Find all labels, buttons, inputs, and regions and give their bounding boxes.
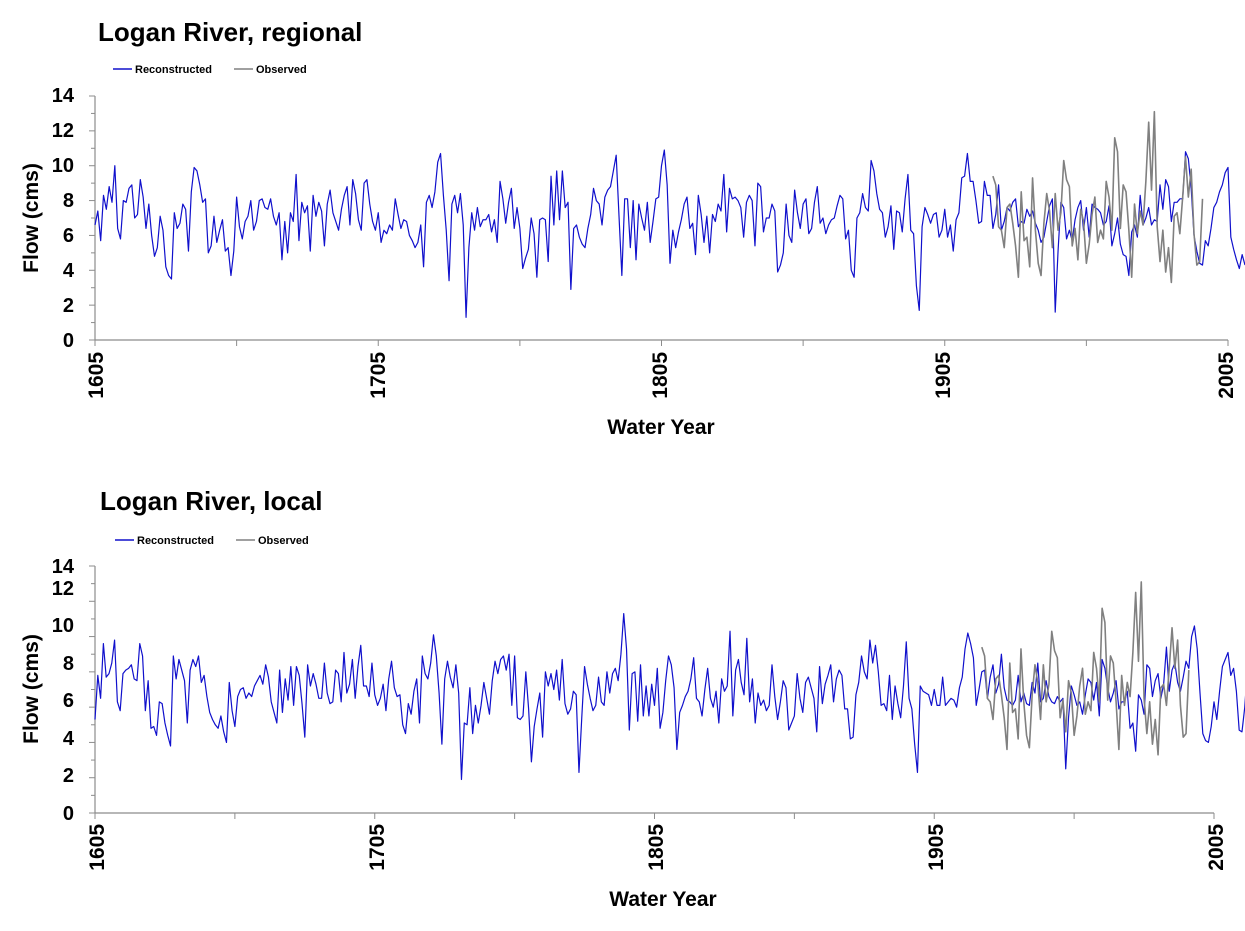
chart-regional: Logan River, regional Reconstructed Obse… [20,17,1245,439]
series-line-reconstructed [94,613,1245,781]
x-tick-label: 1805 [649,352,672,399]
y-tick-label: 4 [63,728,75,750]
y-tick-label: 0 [63,330,74,352]
legend-label-observed: Observed [256,64,307,76]
legend: Reconstructed Observed [113,64,307,76]
legend: Reconstructed Observed [115,535,309,547]
x-tick-label: 1905 [932,352,955,399]
series-line-observed [992,110,1204,284]
y-tick-label: 14 [52,556,75,578]
x-axis: 1605 1705 1805 1905 2005 Water Year [85,352,1238,439]
plot-area [89,565,1245,819]
x-axis-label: Water Year [607,416,714,439]
legend-label-observed: Observed [258,535,309,547]
y-axis: 0 2 4 6 8 10 12 14 Flow (cms) [20,85,75,352]
y-tick-label: 10 [52,155,74,177]
y-tick-label: 12 [52,120,74,142]
y-tick-label: 12 [52,578,74,600]
plot-area [89,95,1245,346]
x-tick-label: 1805 [645,824,668,871]
y-tick-label: 6 [63,225,74,247]
chart-title: Logan River, regional [98,17,362,47]
y-tick-label: 10 [52,615,74,637]
y-tick-label: 4 [63,260,75,282]
x-tick-label: 1605 [85,352,108,399]
y-tick-label: 2 [63,765,74,787]
series-line-reconstructed [94,149,1245,318]
y-tick-label: 6 [63,690,74,712]
y-tick-label: 8 [63,190,74,212]
chart-local: Logan River, local Reconstructed Observe… [20,486,1245,911]
y-tick-label: 8 [63,653,74,675]
x-tick-label: 1705 [367,352,390,399]
x-tick-label: 2005 [1205,824,1228,871]
y-axis: 0 2 4 6 8 10 12 14 Flow (cms) [20,556,75,825]
y-axis-label: Flow (cms) [20,163,43,273]
y-tick-label: 0 [63,803,74,825]
x-axis-label: Water Year [609,888,716,911]
x-axis: 1605 1705 1805 1905 2005 Water Year [86,824,1228,911]
x-tick-label: 1705 [366,824,389,871]
legend-label-reconstructed: Reconstructed [137,535,214,547]
legend-label-reconstructed: Reconstructed [135,64,212,76]
x-tick-label: 2005 [1215,352,1238,399]
x-tick-label: 1605 [86,824,109,871]
y-tick-label: 2 [63,295,74,317]
y-tick-label: 14 [52,85,75,107]
series-line-observed [981,581,1190,756]
x-tick-label: 1905 [925,824,948,871]
chart-title: Logan River, local [100,486,323,516]
y-axis-label: Flow (cms) [20,634,43,744]
